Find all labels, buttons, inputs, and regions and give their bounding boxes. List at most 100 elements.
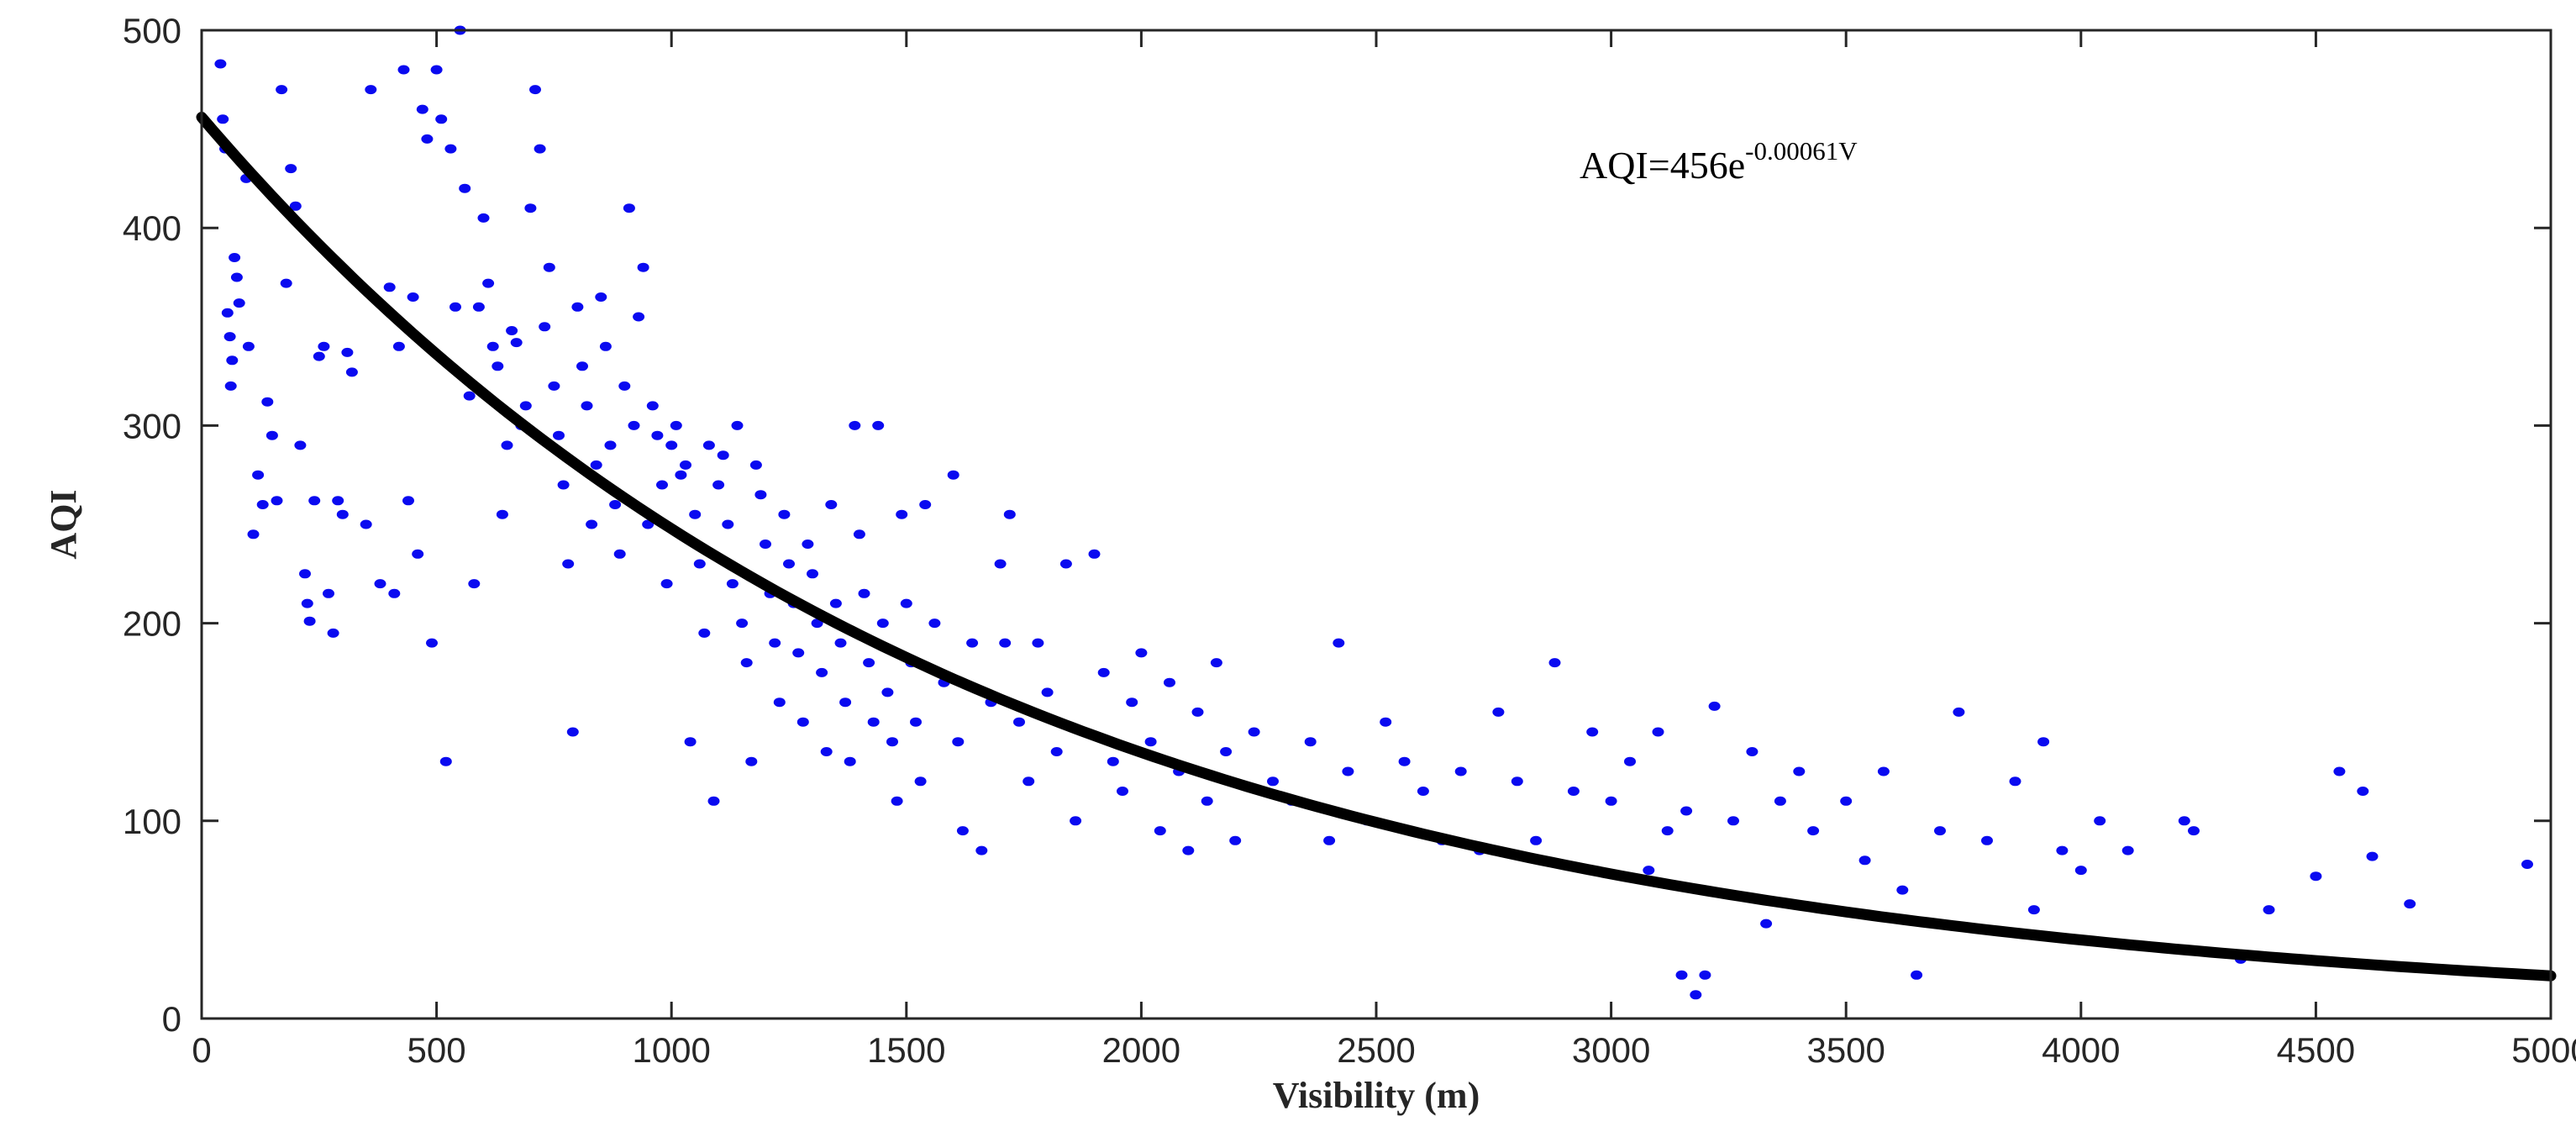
data-point: [285, 164, 297, 174]
data-point: [336, 509, 349, 519]
data-point: [820, 747, 833, 756]
data-point: [693, 559, 706, 569]
data-point: [1333, 638, 1345, 648]
data-point: [825, 500, 838, 509]
data-point: [914, 776, 927, 787]
data-point: [345, 367, 358, 377]
data-point: [956, 826, 969, 836]
data-point: [280, 278, 292, 288]
data-point: [1059, 559, 1072, 569]
data-point: [1586, 727, 1599, 737]
data-point: [749, 460, 762, 470]
data-point: [712, 480, 725, 490]
data-point: [975, 845, 988, 855]
data-point: [633, 312, 645, 322]
data-point: [548, 381, 560, 391]
data-point: [2188, 826, 2200, 836]
data-point: [966, 638, 979, 648]
data-point: [365, 85, 377, 95]
data-point: [327, 628, 339, 638]
y-tick-label: 200: [123, 604, 181, 644]
data-point: [1746, 747, 1759, 756]
x-tick-label: 0: [192, 1030, 211, 1070]
data-point: [2121, 845, 2134, 855]
data-point: [665, 440, 678, 450]
data-point: [374, 579, 386, 589]
data-point: [999, 638, 1012, 648]
data-point: [599, 341, 612, 351]
data-point: [2404, 899, 2416, 909]
data-point: [783, 559, 795, 569]
data-point: [1088, 549, 1101, 559]
data-point: [952, 737, 965, 747]
data-point: [867, 717, 880, 727]
data-point: [1934, 826, 1946, 836]
data-point: [2310, 871, 2322, 882]
data-point: [2056, 845, 2069, 855]
data-point: [1675, 970, 1688, 980]
data-point: [1953, 707, 1965, 717]
data-point: [416, 104, 428, 114]
data-point: [2521, 860, 2533, 869]
data-point: [477, 213, 490, 223]
data-point: [698, 628, 711, 638]
data-point: [675, 470, 687, 480]
data-point: [829, 598, 842, 608]
data-point: [252, 470, 265, 480]
data-point: [1201, 796, 1213, 806]
data-point: [308, 496, 321, 506]
y-tick-label: 0: [162, 999, 181, 1039]
data-point: [230, 272, 243, 282]
data-point: [1454, 766, 1467, 776]
data-point: [876, 619, 889, 629]
data-point: [740, 658, 753, 668]
x-tick-label: 3500: [1806, 1030, 1885, 1070]
x-tick-label: 1500: [867, 1030, 945, 1070]
data-point: [1003, 509, 1016, 519]
data-point: [637, 262, 649, 272]
data-point: [609, 500, 622, 509]
data-point: [1304, 737, 1317, 747]
data-point: [660, 579, 673, 589]
data-point: [468, 579, 481, 589]
data-point: [595, 292, 607, 302]
data-point: [519, 401, 532, 411]
x-tick-label: 3000: [1572, 1030, 1650, 1070]
data-point: [439, 756, 452, 766]
data-point: [1807, 826, 1820, 836]
data-point: [430, 65, 443, 75]
data-point: [670, 420, 682, 430]
data-point: [1708, 701, 1721, 711]
data-point: [383, 282, 396, 292]
data-point: [745, 756, 758, 766]
data-point: [1877, 766, 1890, 776]
data-point: [1154, 826, 1166, 836]
y-tick-label: 100: [123, 802, 181, 841]
data-point: [226, 355, 239, 366]
data-point: [2009, 776, 2021, 787]
data-point: [294, 440, 307, 450]
data-point: [839, 697, 852, 708]
data-point: [1690, 990, 1702, 1000]
data-point: [276, 85, 288, 95]
data-point: [863, 658, 875, 668]
data-point: [1013, 717, 1025, 727]
data-point: [223, 332, 236, 342]
data-point: [482, 278, 495, 288]
data-point: [472, 302, 485, 312]
data-point: [1220, 747, 1233, 756]
data-point: [1342, 766, 1354, 776]
data-point: [853, 529, 865, 540]
data-point: [1727, 816, 1739, 826]
data-point: [722, 519, 734, 529]
data-point: [444, 144, 457, 154]
fit-equation-annotation: AQI=456e-0.00061V: [1580, 136, 1858, 187]
data-point: [1530, 835, 1543, 845]
data-point: [265, 430, 278, 440]
data-point: [566, 727, 579, 737]
data-point: [613, 549, 626, 559]
data-point: [323, 588, 334, 598]
x-tick-label: 500: [407, 1030, 466, 1070]
